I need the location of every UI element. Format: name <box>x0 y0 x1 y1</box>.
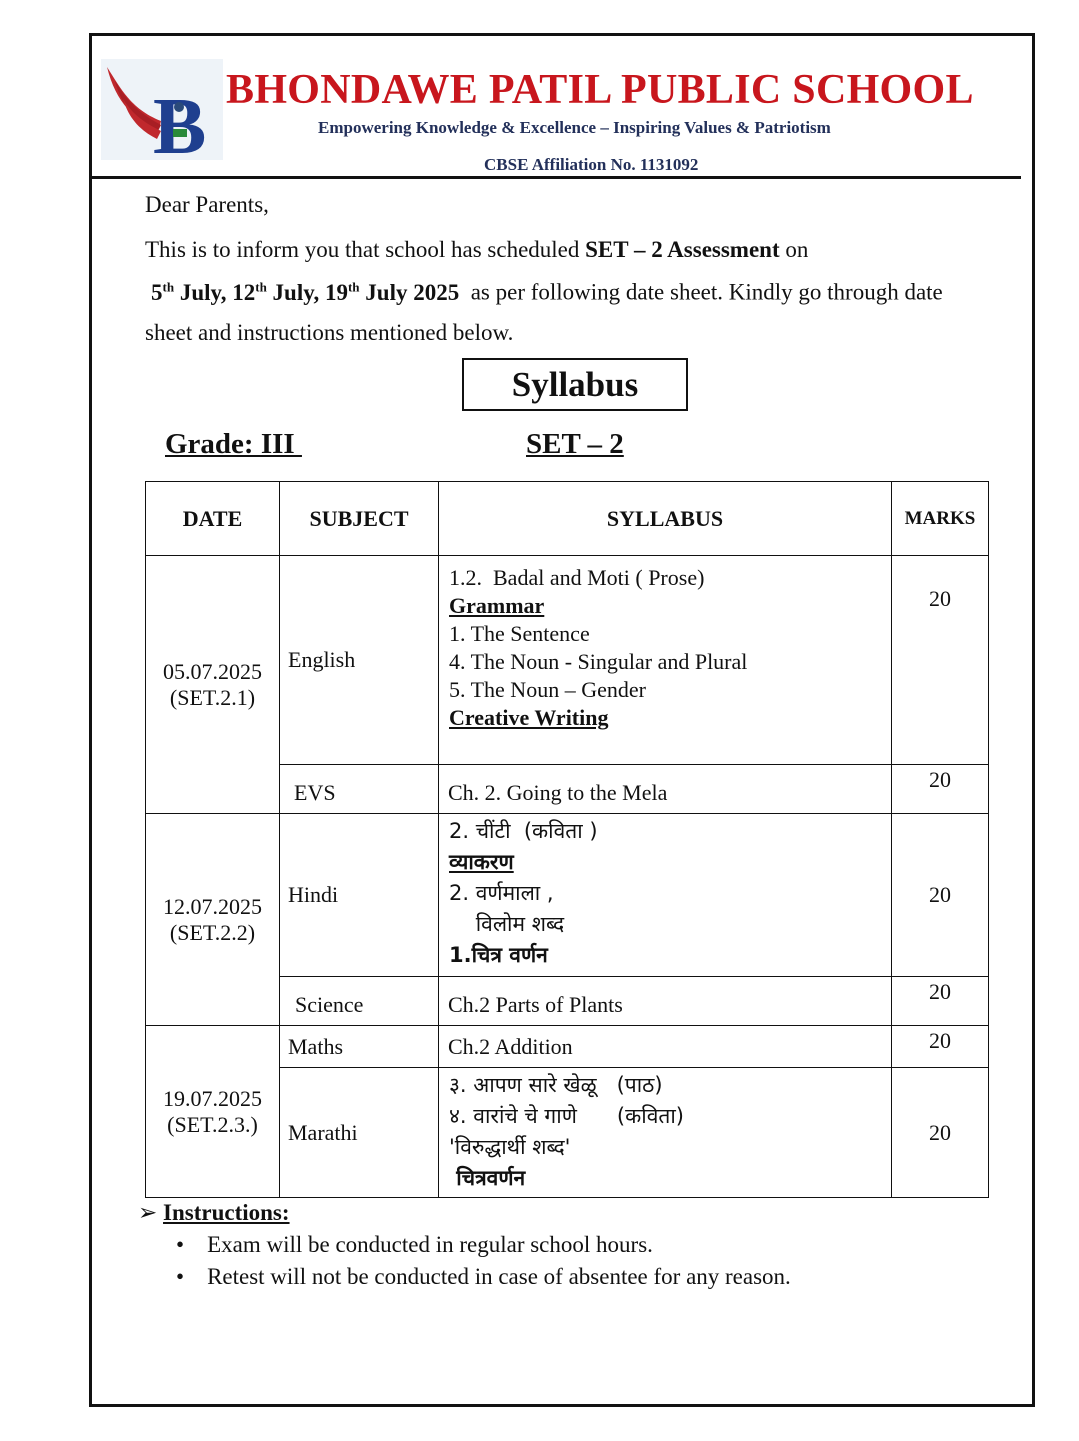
letter-line-3: sheet and instructions mentioned below. <box>145 320 514 345</box>
syllabus-cell: Ch.2 Addition <box>438 1025 892 1068</box>
subject-cell: Maths <box>279 1025 439 1068</box>
syllabus-cell: Ch.2 Parts of Plants <box>438 976 892 1026</box>
header-syllabus: SYLLABUS <box>438 481 892 556</box>
svg-text:B: B <box>153 83 206 160</box>
syllabus-title: Syllabus <box>462 358 688 411</box>
table-row: Marathi ३. आपण सारे खेळू (पाठ) ४. वारांचे… <box>146 1067 989 1198</box>
subject-cell: Science <box>279 976 439 1026</box>
page-border <box>89 33 1035 1407</box>
marks-cell: 20 <box>891 813 989 977</box>
marks-cell: 20 <box>891 1067 989 1198</box>
table-row: 12.07.2025 (SET.2.2) Hindi 2. चींटी (कवित… <box>145 813 989 1026</box>
marks-cell: 20 <box>891 555 989 765</box>
school-tagline: Empowering Knowledge & Excellence – Insp… <box>318 118 831 137</box>
marks-cell: 20 <box>891 1025 989 1068</box>
letter-line-1: This is to inform you that school has sc… <box>145 237 809 262</box>
date-cell: 05.07.2025 (SET.2.1) <box>145 555 280 814</box>
subject-cell: English <box>279 555 439 765</box>
syllabus-cell: 1.2. Badal and Moti ( Prose) Grammar 1. Th… <box>438 555 892 765</box>
header-divider <box>89 176 1021 179</box>
table-row: 05.07.2025 (SET.2.1) English 1.2. Badal a… <box>145 555 989 814</box>
school-name: BHONDAWE PATIL PUBLIC SCHOOL <box>226 67 974 113</box>
syllabus-cell: ३. आपण सारे खेळू (पाठ) ४. वारांचे चे गाणे… <box>438 1067 892 1198</box>
marks-cell: 20 <box>891 764 989 814</box>
subject-cell: Marathi <box>279 1067 439 1198</box>
syllabus-cell: 2. चींटी (कविता ) व्याकरण 2. वर्णमाला , वि… <box>438 813 892 977</box>
school-logo: B <box>101 59 223 171</box>
arrow-bullet-icon: ➢ <box>138 1200 158 1225</box>
grade-label: Grade: III <box>165 428 302 460</box>
header-subject: SUBJECT <box>279 481 439 556</box>
date-cell: 12.07.2025 (SET.2.2) <box>145 813 280 1026</box>
table-row: EVS Ch. 2. Going to the Mela 20 <box>146 764 989 814</box>
subject-cell: EVS <box>279 764 439 814</box>
header-marks: MARKS <box>891 481 989 556</box>
subject-cell: Hindi <box>279 813 439 977</box>
letter-line-2: 5th July, 12th July, 19th July 2025 as p… <box>151 279 943 305</box>
syllabus-table: DATE SUBJECT SYLLABUS MARKS 05.07.2025 (S… <box>145 481 989 1198</box>
table-row: 19.07.2025 (SET.2.3.) Maths Ch.2 Addition… <box>145 1025 989 1198</box>
instruction-item: • Exam will be conducted in regular scho… <box>176 1232 653 1257</box>
affiliation-number: CBSE Affiliation No. 1131092 <box>484 155 699 174</box>
syllabus-cell: Ch. 2. Going to the Mela <box>438 764 892 814</box>
header-date: DATE <box>145 481 280 556</box>
date-cell: 19.07.2025 (SET.2.3.) <box>145 1025 280 1198</box>
marks-cell: 20 <box>891 976 989 1026</box>
salutation: Dear Parents, <box>145 192 269 217</box>
table-header-row: DATE SUBJECT SYLLABUS MARKS <box>145 481 989 556</box>
instructions-heading: ➢ Instructions: <box>138 1200 290 1225</box>
set-label: SET – 2 <box>526 428 624 460</box>
instruction-item: • Retest will not be conducted in case o… <box>176 1264 791 1289</box>
